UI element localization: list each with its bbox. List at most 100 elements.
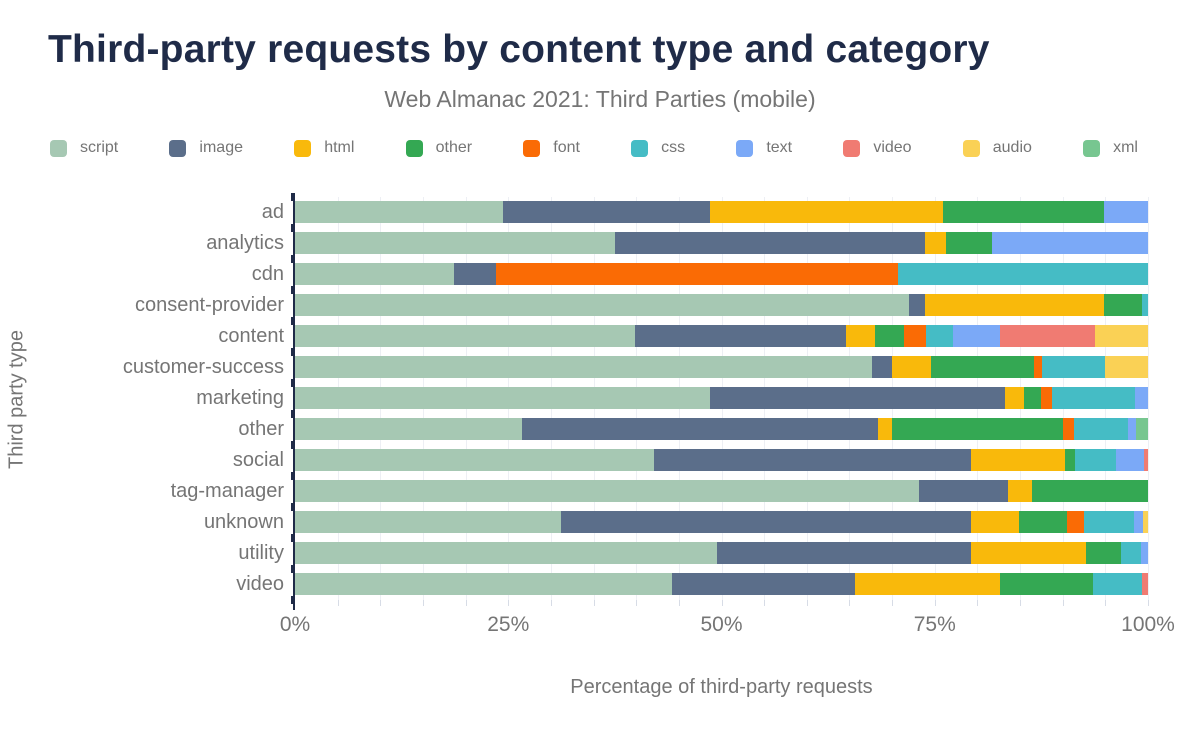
legend-item-script: script — [50, 139, 118, 157]
segment-analytics-text — [991, 232, 1148, 254]
chart-subtitle: Web Almanac 2021: Third Parties (mobile) — [384, 86, 816, 112]
x-axis-minor-tick — [1062, 600, 1064, 606]
segment-social-css — [1075, 449, 1117, 471]
gridline — [1148, 197, 1149, 600]
bar-row-tag-manager — [295, 476, 1148, 507]
y-label-content: content — [218, 325, 284, 347]
script-swatch-icon — [50, 139, 67, 157]
segment-other-other — [892, 418, 1063, 440]
segment-unknown-audio — [1142, 511, 1148, 533]
segment-utility-html — [970, 542, 1086, 564]
segment-social-video — [1143, 449, 1148, 471]
segment-unknown-css — [1083, 511, 1135, 533]
stacked-bar — [295, 542, 1148, 564]
y-label-consent-provider: consent-provider — [135, 294, 284, 316]
segment-utility-css — [1120, 542, 1142, 564]
segment-consent-provider-html — [924, 294, 1104, 316]
segment-customer-success-other — [931, 356, 1034, 378]
segment-video-image — [672, 573, 856, 595]
x-axis-minor-tick — [1020, 600, 1022, 606]
segment-consent-provider-script — [295, 294, 910, 316]
segment-tag-manager-other — [1031, 480, 1148, 502]
segment-analytics-other — [945, 232, 992, 254]
font-swatch-icon — [523, 139, 541, 157]
stacked-bar — [295, 449, 1148, 471]
legend-item-other: other — [405, 139, 472, 157]
x-label-25: 25% — [487, 613, 530, 636]
segment-utility-other — [1085, 542, 1121, 564]
legend-item-text: text — [736, 139, 792, 157]
legend-label: xml — [1113, 139, 1138, 156]
y-axis-tick — [291, 565, 295, 573]
x-axis-minor-tick — [721, 600, 723, 606]
bar-row-unknown — [295, 507, 1148, 538]
y-axis-tick — [291, 286, 295, 294]
segment-analytics-html — [924, 232, 946, 254]
segment-other-xml — [1136, 418, 1148, 440]
segment-marketing-css — [1052, 387, 1136, 409]
segment-other-script — [295, 418, 522, 440]
video-swatch-icon — [843, 139, 861, 157]
stacked-bar — [295, 356, 1148, 378]
segment-content-image — [635, 325, 847, 347]
y-axis-tick — [291, 534, 295, 542]
segment-marketing-other — [1024, 387, 1042, 409]
segment-other-font — [1062, 418, 1074, 440]
y-label-marketing: marketing — [196, 387, 284, 409]
segment-video-css — [1093, 573, 1142, 595]
image-swatch-icon — [169, 139, 187, 157]
segment-tag-manager-image — [919, 480, 1009, 502]
x-axis-minor-tick — [380, 600, 382, 606]
segment-analytics-image — [614, 232, 925, 254]
segment-ad-html — [709, 201, 944, 223]
chart-title: Third-party requests by content type and… — [48, 28, 990, 71]
segment-customer-success-html — [892, 356, 932, 378]
y-axis-tick — [291, 441, 295, 449]
segment-utility-image — [717, 542, 971, 564]
legend-label: text — [766, 139, 793, 156]
segment-social-html — [970, 449, 1066, 471]
bar-row-utility — [295, 538, 1148, 569]
css-swatch-icon — [631, 139, 649, 157]
stacked-bar — [295, 325, 1148, 347]
stacked-bar — [295, 573, 1148, 595]
segment-marketing-font — [1041, 387, 1053, 409]
y-label-cdn: cdn — [251, 263, 284, 285]
legend-item-xml: xml — [1083, 139, 1138, 157]
segment-marketing-html — [1004, 387, 1025, 409]
segment-customer-success-script — [295, 356, 872, 378]
segment-ad-image — [503, 201, 710, 223]
y-axis-line — [293, 195, 295, 602]
stacked-bar — [295, 418, 1148, 440]
segment-unknown-script — [295, 511, 562, 533]
segment-unknown-html — [970, 511, 1020, 533]
bar-row-content — [295, 321, 1148, 352]
bar-row-analytics — [295, 228, 1148, 259]
bar-row-customer-success — [295, 352, 1148, 383]
segment-marketing-image — [710, 387, 1005, 409]
x-label-0: 0% — [279, 613, 311, 636]
stacked-bar — [295, 263, 1148, 285]
y-label-video: video — [236, 573, 284, 595]
segment-consent-provider-image — [909, 294, 925, 316]
segment-ad-script — [295, 201, 504, 223]
segment-ad-other — [943, 201, 1104, 223]
segment-content-font — [904, 325, 927, 347]
segment-video-html — [855, 573, 1000, 595]
segment-utility-script — [295, 542, 718, 564]
x-axis-zero-tick — [293, 600, 295, 610]
segment-social-image — [654, 449, 971, 471]
bar-row-consent-provider — [295, 290, 1148, 321]
y-label-ad: ad — [261, 201, 284, 223]
segment-social-text — [1116, 449, 1144, 471]
legend-item-css: css — [631, 139, 685, 157]
legend-label: audio — [992, 139, 1032, 156]
other-swatch-icon — [405, 139, 423, 157]
legend-label: image — [199, 139, 243, 156]
segment-unknown-text — [1134, 511, 1143, 533]
y-axis-tick — [291, 472, 295, 480]
x-axis-minor-tick — [934, 600, 936, 606]
audio-swatch-icon — [962, 139, 980, 157]
stacked-bar — [295, 232, 1148, 254]
